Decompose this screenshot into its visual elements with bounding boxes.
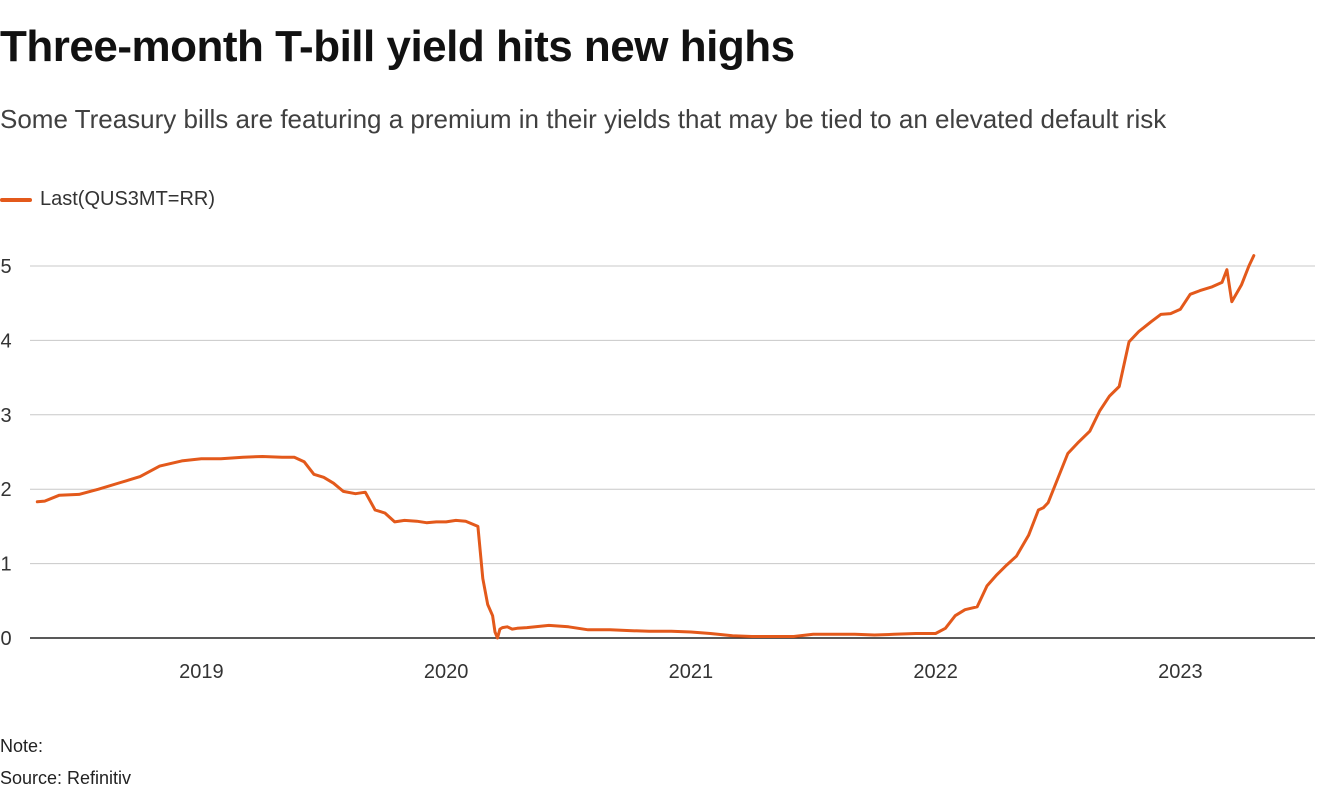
chart-subtitle: Some Treasury bills are featuring a prem…: [0, 104, 1167, 134]
y-tick-label-3: 3: [0, 405, 11, 427]
series-line-0: [35, 254, 1256, 640]
series-layer: [35, 254, 1256, 640]
grid-layer: [30, 265, 1315, 639]
y-tick-label-4: 4: [0, 330, 11, 352]
legend-label: Last(QUS3MT=RR): [40, 188, 216, 210]
y-tick-label-1: 1: [0, 554, 11, 576]
chart-source: Source: Refinitiv: [0, 768, 132, 788]
x-tick-label-2020: 2020: [424, 661, 469, 683]
legend-swatch: [0, 197, 32, 202]
y-tick-label-2: 2: [0, 479, 11, 501]
y-tick-label-0: 0: [0, 628, 11, 650]
chart-note: Note:: [0, 736, 44, 756]
x-tick-label-2021: 2021: [669, 661, 714, 683]
x-tick-label-2022: 2022: [913, 661, 958, 683]
x-tick-label-2019: 2019: [179, 661, 224, 683]
y-tick-label-5: 5: [0, 256, 11, 278]
chart-title: Three-month T-bill yield hits new highs: [0, 22, 795, 71]
axis-layer: 0 1 2 3 4 5 2019 2020 2021 2022 2023: [0, 256, 1202, 683]
legend: Last(QUS3MT=RR): [0, 188, 215, 211]
x-tick-label-2023: 2023: [1158, 661, 1203, 683]
